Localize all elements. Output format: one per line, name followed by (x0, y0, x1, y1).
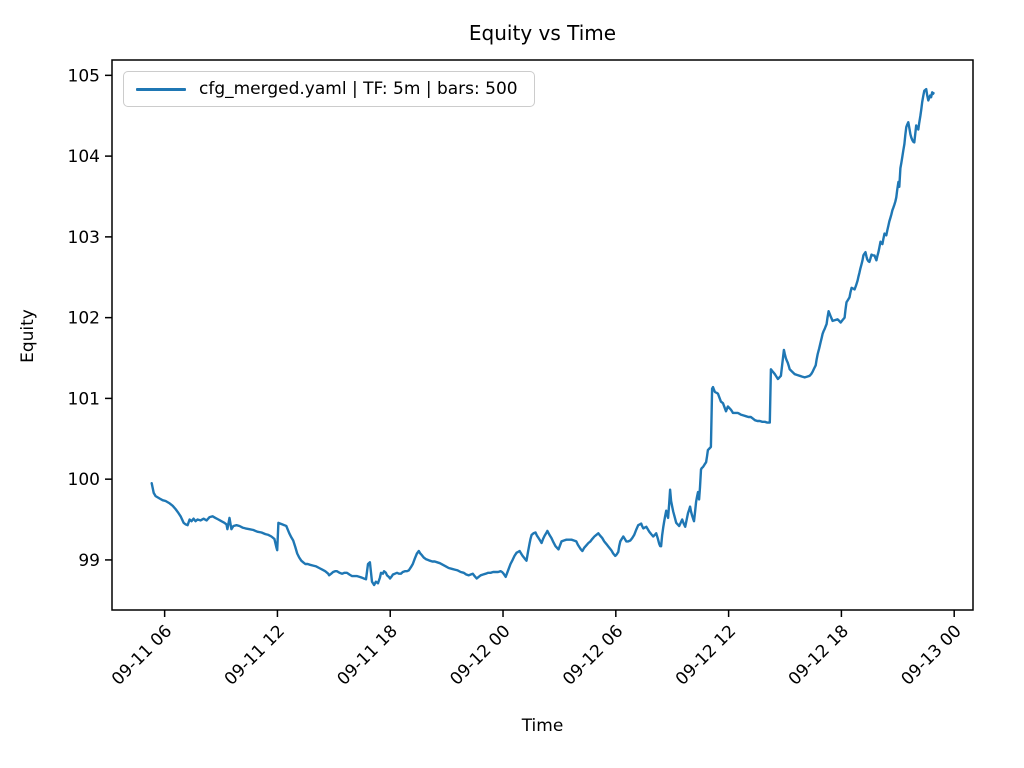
x-tick-label: 09-12 00 (446, 621, 514, 689)
x-axis-label: Time (521, 716, 564, 736)
y-tick-label: 102 (68, 309, 100, 329)
plot-border (111, 59, 974, 611)
x-tick-label: 09-13 00 (898, 621, 966, 689)
y-axis-label: Equity (18, 309, 38, 363)
y-tick-label: 101 (68, 389, 100, 409)
chart-title: Equity vs Time (468, 21, 617, 45)
x-tick-label: 09-11 06 (108, 621, 176, 689)
x-tick-label: 09-12 18 (785, 621, 853, 689)
x-tick-label: 09-11 12 (221, 621, 289, 689)
y-tick-label: 105 (68, 66, 100, 86)
y-tick-label: 104 (68, 147, 100, 167)
equity-line (150, 87, 935, 587)
y-tick-label: 103 (68, 228, 100, 248)
y-tick-label: 99 (78, 551, 100, 571)
y-tick-label: 100 (68, 470, 100, 490)
legend-label: cfg_merged.yaml | TF: 5m | bars: 500 (199, 79, 518, 99)
x-tick-label: 09-12 06 (559, 621, 627, 689)
x-tick-label: 09-12 12 (672, 621, 740, 689)
legend-line-sample (136, 87, 186, 91)
legend: cfg_merged.yaml | TF: 5m | bars: 500 (123, 71, 535, 107)
x-tick-label: 09-11 18 (334, 621, 402, 689)
